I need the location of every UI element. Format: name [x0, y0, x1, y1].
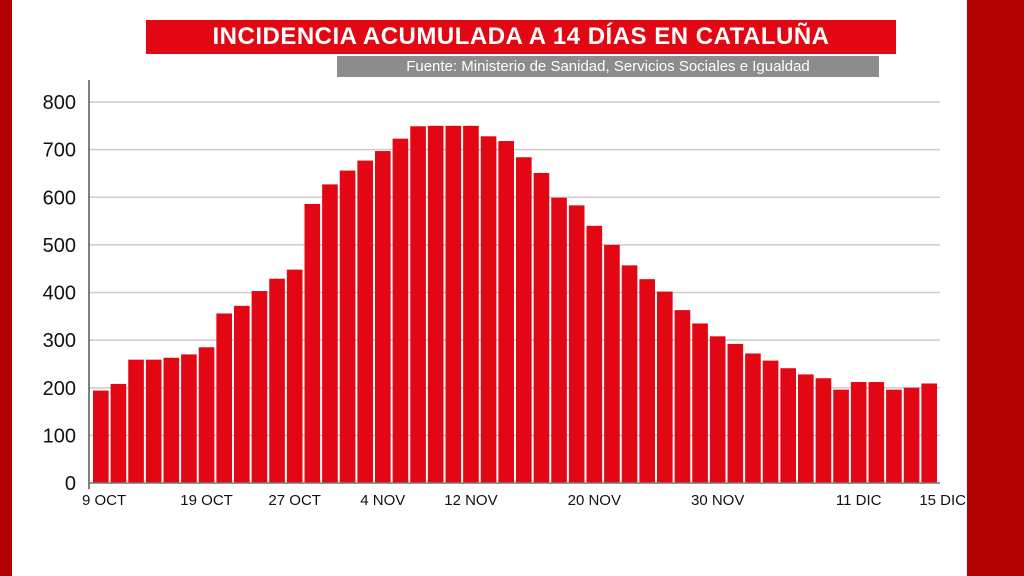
bar: [815, 378, 832, 483]
bar: [833, 389, 849, 483]
bar: [286, 269, 303, 483]
bar: [304, 203, 321, 484]
chart-title: INCIDENCIA ACUMULADA A 14 DÍAS EN CATALU…: [146, 20, 896, 54]
bar: [322, 184, 338, 484]
bar: [886, 389, 902, 483]
bar: [251, 291, 268, 483]
bar: [163, 357, 180, 483]
bar: [604, 244, 620, 483]
bar: [551, 197, 567, 483]
bar: [745, 353, 761, 483]
frame-left-edge: [0, 0, 12, 576]
bar: [375, 151, 391, 483]
bar: [568, 205, 585, 483]
y-tick-label: 800: [43, 92, 76, 114]
bar: [128, 359, 144, 483]
y-tick-label: 700: [43, 140, 76, 162]
bar: [727, 343, 744, 483]
frame-right-edge: [967, 0, 1024, 576]
bar: [586, 225, 603, 483]
y-tick-label: 100: [43, 425, 76, 447]
chart-source: Fuente: Ministerio de Sanidad, Servicios…: [337, 56, 879, 77]
bar: [357, 160, 373, 484]
y-axis: 0 100 200 300 400 500 600 700 800: [43, 80, 90, 495]
bar: [234, 305, 250, 483]
bar: [181, 354, 197, 483]
bar: [621, 265, 638, 483]
x-tick-label: 30 NOV: [691, 492, 744, 509]
bar: [410, 126, 426, 483]
bar: [145, 359, 162, 483]
bars: [93, 125, 937, 484]
bar: [480, 136, 497, 484]
bar: [269, 278, 285, 483]
bar: [639, 279, 655, 483]
bar: [198, 347, 215, 483]
bar: [339, 170, 356, 483]
bar: [868, 382, 885, 483]
bar: [516, 157, 532, 483]
x-tick-label: 9 OCT: [82, 492, 126, 509]
bar: [921, 383, 937, 483]
x-tick-label: 11 DIC: [836, 492, 882, 509]
y-tick-label: 0: [65, 473, 76, 495]
x-tick-label: 4 NOV: [360, 492, 405, 509]
bar: [657, 291, 673, 483]
bar: [674, 310, 691, 483]
bar: [445, 125, 462, 483]
x-axis: 9 OCT 19 OCT 27 OCT 4 NOV 12 NOV 20 NOV 30 NOV…: [82, 482, 966, 509]
bar: [110, 383, 127, 483]
x-tick-label: 15 DIC: [919, 492, 966, 509]
y-tick-label: 400: [43, 283, 76, 305]
bar: [798, 374, 814, 483]
bar: [903, 387, 920, 483]
x-tick-label: 27 OCT: [268, 492, 321, 509]
bar: [692, 323, 708, 483]
bar: [392, 138, 409, 483]
bar: [850, 382, 867, 483]
y-tick-label: 500: [43, 235, 76, 257]
bar: [780, 368, 796, 483]
x-tick-label: 19 OCT: [180, 492, 233, 509]
bar: [709, 336, 726, 483]
y-tick-label: 300: [43, 330, 76, 352]
bar: [762, 360, 779, 483]
bar: [427, 125, 444, 483]
bar: [498, 141, 514, 484]
y-tick-label: 200: [43, 378, 76, 400]
y-tick-label: 600: [43, 187, 76, 209]
bar: [216, 313, 232, 483]
x-tick-label: 20 NOV: [568, 492, 621, 509]
bar: [533, 172, 550, 483]
x-tick-label: 12 NOV: [444, 492, 497, 509]
bar: [463, 125, 479, 483]
bar: [93, 390, 109, 483]
